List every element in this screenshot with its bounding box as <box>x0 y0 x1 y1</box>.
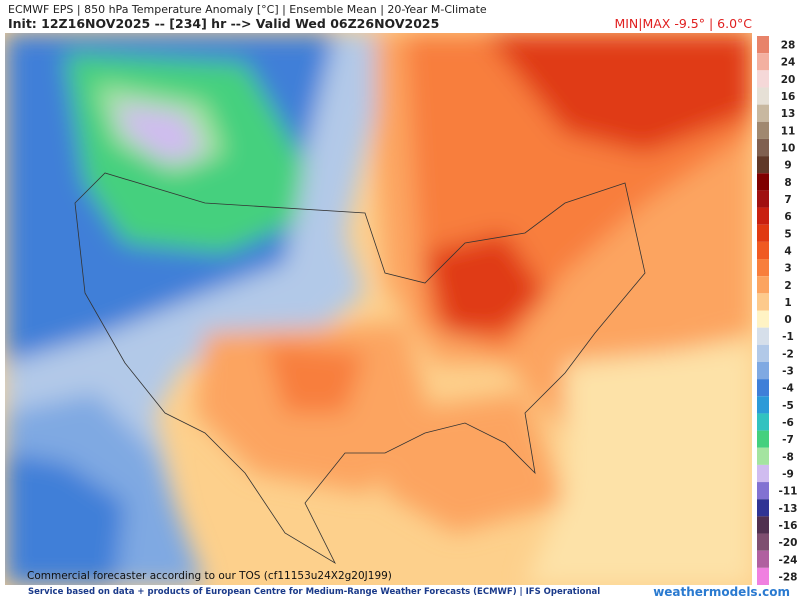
colorbar: 282420161311109876543210-1-2-3-4-5-6-7-8… <box>757 36 798 585</box>
colorbar-swatch <box>757 241 769 260</box>
colorbar-swatch <box>757 138 769 157</box>
colorbar-swatch <box>757 87 769 105</box>
anomaly-field <box>5 33 752 585</box>
colorbar-label: -8 <box>782 451 794 463</box>
colorbar-swatch <box>757 361 769 380</box>
colorbar-label: 20 <box>781 74 796 86</box>
colorbar-swatch <box>757 224 769 242</box>
colorbar-label: -1 <box>782 331 794 343</box>
colorbar-label: -24 <box>779 554 798 566</box>
colorbar-swatch <box>757 447 769 465</box>
colorbar-swatch <box>757 430 769 448</box>
colorbar-swatch <box>757 482 769 500</box>
colorbar-label: 5 <box>784 228 791 240</box>
colorbar-swatch <box>757 190 769 208</box>
colorbar-swatch <box>757 293 769 311</box>
colorbar-swatch <box>757 379 769 397</box>
colorbar-label: -11 <box>779 486 798 498</box>
coastline <box>74 172 646 565</box>
colorbar-label: -7 <box>782 434 794 446</box>
footer-site[interactable]: weathermodels.com <box>653 585 790 599</box>
colorbar-label: 24 <box>781 57 796 69</box>
colorbar-swatch <box>757 259 769 277</box>
map-note: Commercial forecaster according to our T… <box>27 570 392 582</box>
colorbar-swatch <box>757 499 769 517</box>
colorbar-label: 7 <box>784 194 791 206</box>
colorbar-label: -5 <box>782 400 794 412</box>
colorbar-swatch <box>757 207 769 225</box>
colorbar-label: 1 <box>784 297 791 309</box>
colorbar-label: 11 <box>781 125 796 137</box>
min-max: MIN|MAX -9.5° | 6.0°C <box>614 16 752 31</box>
colorbar-swatch <box>757 516 769 534</box>
colorbar-swatch <box>757 464 769 483</box>
colorbar-swatch <box>757 344 769 362</box>
colorbar-label: 0 <box>784 314 791 326</box>
colorbar-label: -4 <box>782 383 794 395</box>
colorbar-label: 8 <box>784 177 791 189</box>
colorbar-label: 2 <box>784 280 791 292</box>
colorbar-label: 10 <box>781 143 796 155</box>
footer-credit: Service based on data + products of Euro… <box>28 587 601 597</box>
colorbar-swatch <box>757 121 769 139</box>
colorbar-label: -28 <box>779 571 798 583</box>
subtitle: Init: 12Z16NOV2025 -- [234] hr --> Valid… <box>8 16 440 31</box>
colorbar-swatch <box>757 567 769 585</box>
title: ECMWF EPS | 850 hPa Temperature Anomaly … <box>8 3 487 16</box>
colorbar-swatch <box>757 70 769 88</box>
colorbar-label: -3 <box>782 366 794 378</box>
colorbar-label: -20 <box>779 537 798 549</box>
colorbar-swatch <box>757 53 769 71</box>
colorbar-swatch <box>757 173 769 191</box>
map: Commercial forecaster according to our T… <box>5 33 752 585</box>
colorbar-label: -2 <box>782 348 794 360</box>
colorbar-swatch <box>757 550 769 568</box>
colorbar-swatch <box>757 327 769 345</box>
colorbar-swatch <box>757 156 769 174</box>
colorbar-swatch <box>757 413 769 431</box>
colorbar-label: 6 <box>784 211 791 223</box>
colorbar-label: -13 <box>779 503 798 515</box>
colorbar-swatch <box>757 533 769 551</box>
colorbar-swatch <box>757 310 769 328</box>
colorbar-swatch <box>757 276 769 294</box>
colorbar-label: -6 <box>782 417 794 429</box>
colorbar-label: 4 <box>784 245 791 257</box>
colorbar-swatch <box>757 36 769 54</box>
colorbar-label: 16 <box>781 91 796 103</box>
colorbar-swatch <box>757 104 769 122</box>
colorbar-label: 9 <box>784 160 791 172</box>
colorbar-label: -9 <box>782 468 794 480</box>
colorbar-label: -16 <box>779 520 798 532</box>
colorbar-label: 28 <box>781 40 796 52</box>
colorbar-label: 3 <box>784 263 791 275</box>
colorbar-swatch <box>757 396 769 414</box>
colorbar-label: 13 <box>781 108 796 120</box>
